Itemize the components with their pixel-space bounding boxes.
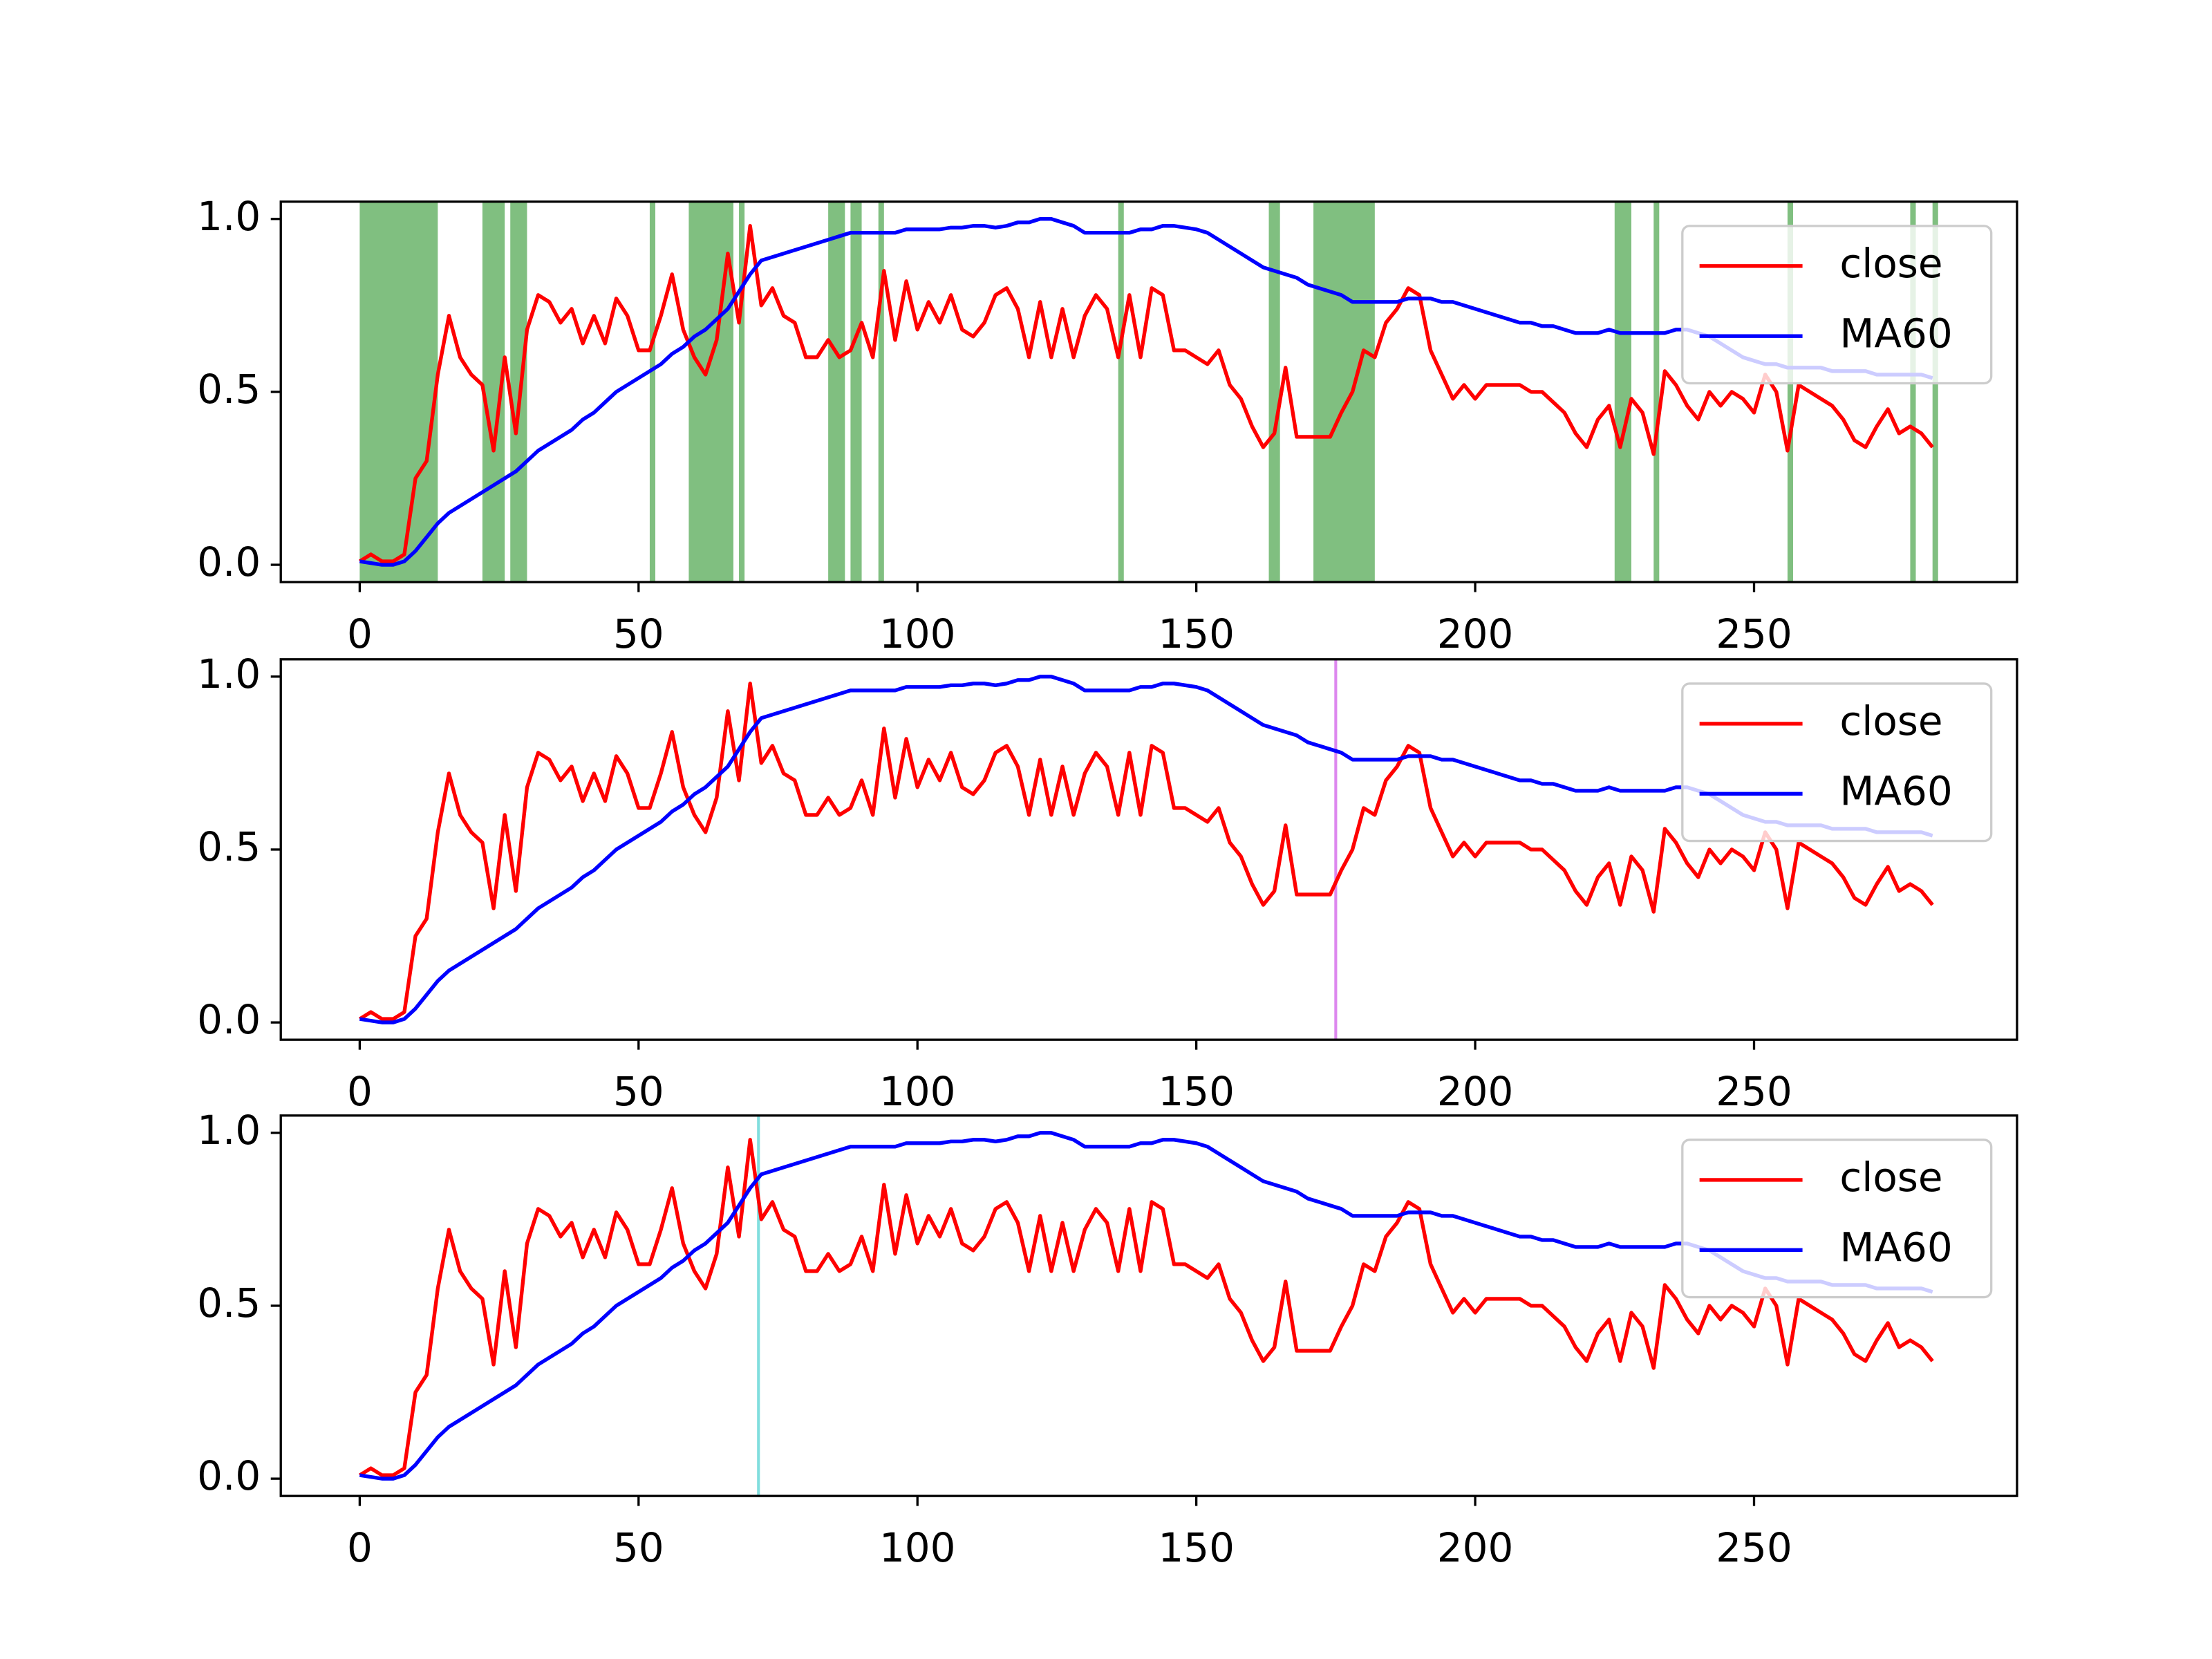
x-tick-label: 250	[1716, 1524, 1792, 1571]
legend-label: MA60	[1839, 1224, 1952, 1271]
y-tick-label: 0.5	[197, 823, 261, 870]
y-tick-label: 0.5	[197, 366, 261, 413]
x-tick-label: 150	[1158, 1524, 1235, 1571]
x-tick-label: 250	[1716, 1068, 1792, 1115]
y-tick-label: 0.0	[197, 1452, 261, 1499]
legend: close MA60	[1681, 682, 1993, 843]
y-tick-label: 1.0	[197, 193, 261, 240]
highlight-span	[1653, 201, 1660, 583]
x-tick-label: 250	[1716, 610, 1792, 657]
x-tick-label: 200	[1437, 1524, 1514, 1571]
plot-area	[358, 1115, 1934, 1497]
x-tick-label: 0	[347, 1524, 373, 1571]
legend: close MA60	[1681, 1138, 1993, 1299]
highlight-span	[1118, 201, 1124, 583]
highlight-span	[1932, 201, 1938, 583]
x-tick-label: 200	[1437, 1068, 1514, 1115]
y-tick-label: 1.0	[197, 650, 261, 697]
x-tick-label: 200	[1437, 610, 1514, 657]
highlight-span	[878, 201, 884, 583]
highlight-span	[359, 201, 438, 583]
x-tick-label: 150	[1158, 1068, 1235, 1115]
subplot: 0 50 100 150 200 250 0.0 0.5 1.0 close MA60	[197, 1107, 2018, 1571]
series-line	[358, 1138, 1934, 1477]
series-line	[358, 682, 1934, 1021]
highlight-span	[1910, 201, 1916, 583]
highlight-span	[739, 201, 745, 583]
series-line	[359, 217, 1933, 567]
highlight-span	[1268, 201, 1280, 583]
highlight-span	[828, 201, 845, 583]
legend-frame	[1681, 225, 1993, 385]
x-tick-label: 0	[347, 610, 373, 657]
x-tick-label: 50	[613, 1068, 664, 1115]
x-tick-label: 50	[613, 1524, 664, 1571]
y-tick-label: 0.0	[197, 538, 261, 585]
series-line	[359, 1131, 1933, 1481]
y-tick-label: 1.0	[197, 1107, 261, 1154]
legend-frame	[1681, 682, 1993, 843]
y-tick-label: 0.0	[197, 996, 261, 1043]
legend-label: close	[1839, 1154, 1942, 1201]
plot-area	[358, 659, 1934, 1040]
legend-label: close	[1839, 697, 1942, 744]
subplot: 0 50 100 150 200 250 0.0 0.5 1.0 close MA60	[197, 650, 2018, 1115]
x-tick-label: 100	[879, 610, 956, 657]
legend-label: MA60	[1839, 310, 1952, 357]
x-tick-label: 150	[1158, 610, 1235, 657]
highlight-span	[1313, 201, 1375, 583]
series-line	[359, 675, 1933, 1024]
y-tick-label: 0.5	[197, 1280, 261, 1327]
highlight-span	[649, 201, 656, 583]
x-tick-label: 0	[347, 1068, 373, 1115]
legend: close MA60	[1681, 225, 1993, 385]
highlight-span	[850, 201, 862, 583]
x-tick-label: 100	[879, 1524, 956, 1571]
legend-frame	[1681, 1138, 1993, 1299]
legend-label: close	[1839, 240, 1942, 287]
legend-label: MA60	[1839, 767, 1952, 814]
x-tick-label: 50	[613, 610, 664, 657]
highlight-span	[1787, 201, 1793, 583]
plot-area	[358, 201, 1938, 583]
highlight-span	[1614, 201, 1631, 583]
series-line	[358, 224, 1934, 563]
subplot: 0 50 100 150 200 250 0.0 0.5 1.0 close MA60	[197, 193, 2018, 657]
x-tick-label: 100	[879, 1068, 956, 1115]
